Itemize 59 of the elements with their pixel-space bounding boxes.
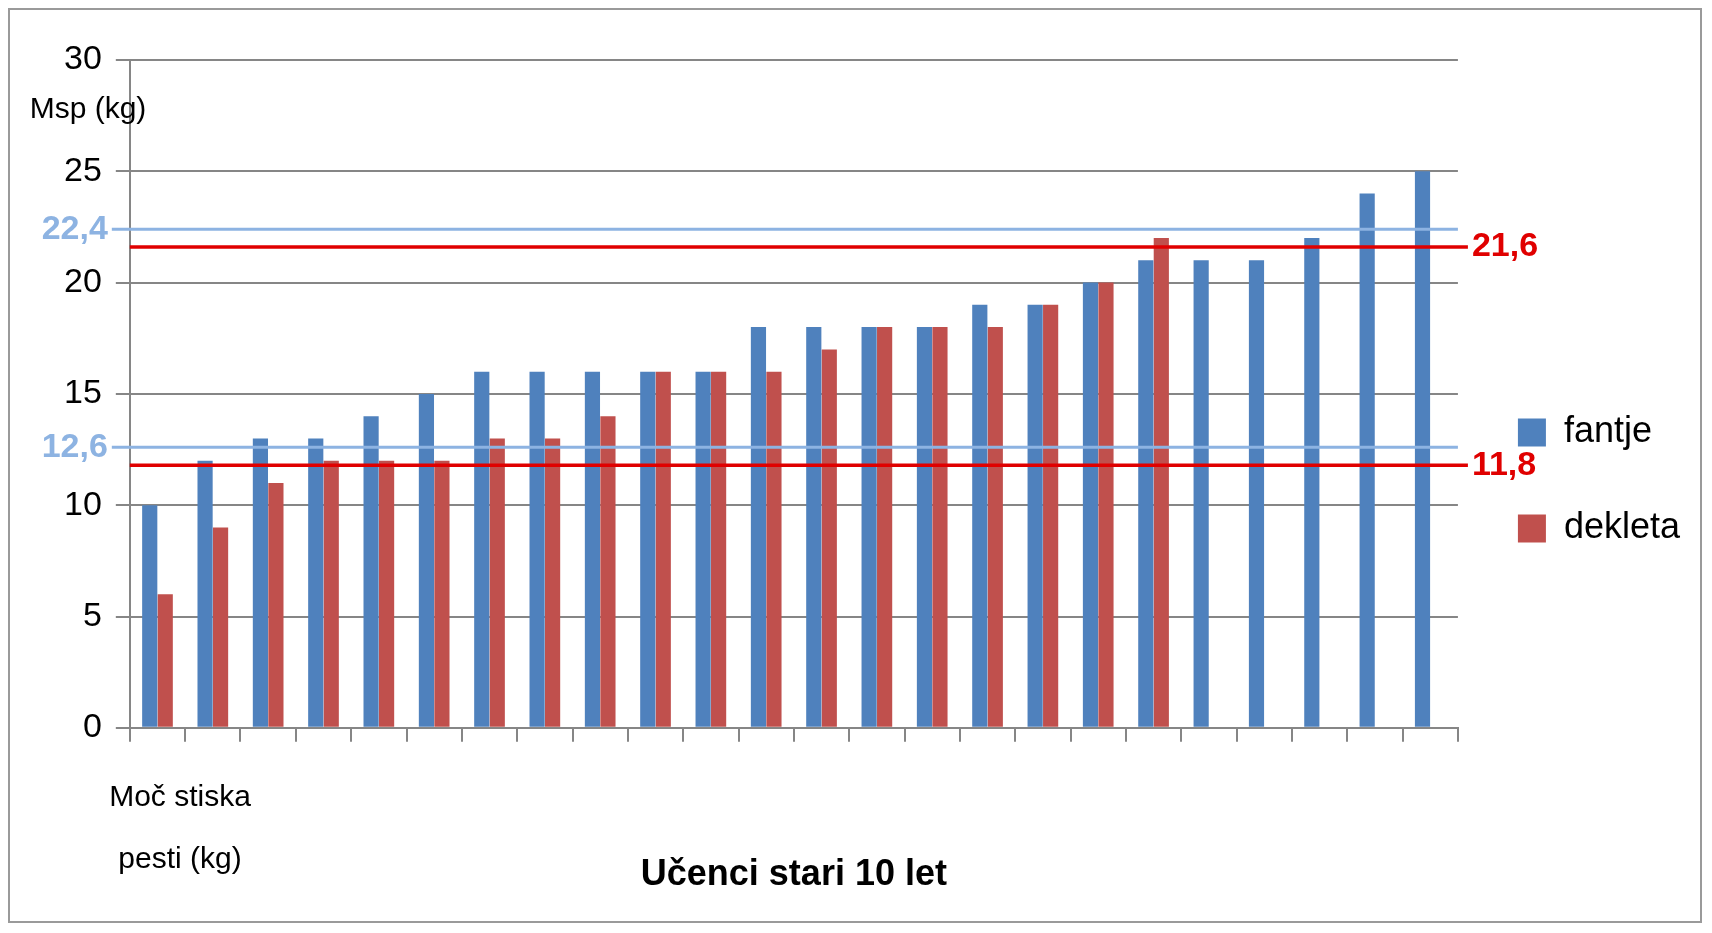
bar — [640, 371, 656, 727]
y-tick-label: 5 — [82, 594, 102, 633]
bar — [806, 327, 822, 727]
bar — [655, 371, 671, 727]
bar — [1043, 304, 1059, 727]
bar — [142, 505, 158, 727]
bar — [268, 482, 284, 727]
bar — [197, 460, 213, 727]
bar — [489, 438, 505, 727]
bar — [1138, 260, 1154, 727]
legend-label: fantje — [1563, 409, 1652, 451]
bar — [545, 438, 561, 727]
x-axis-title: Učenci stari 10 let — [640, 852, 947, 894]
y-tick-label: 20 — [63, 260, 102, 299]
bar — [877, 327, 893, 727]
bar — [695, 371, 711, 727]
bar — [711, 371, 727, 727]
y-tick-label: 0 — [82, 706, 102, 745]
bar — [1193, 260, 1209, 727]
bar — [308, 438, 324, 727]
bar — [750, 327, 767, 727]
bar — [584, 371, 601, 727]
bar — [932, 327, 948, 727]
bar — [821, 349, 837, 727]
bar — [1082, 282, 1099, 727]
bar — [474, 371, 490, 727]
bar — [529, 371, 545, 727]
bar — [378, 460, 395, 727]
y-tick-label: 25 — [63, 149, 102, 188]
bar — [1153, 238, 1169, 727]
bar — [363, 416, 379, 727]
bar — [323, 460, 339, 727]
bar — [987, 327, 1003, 727]
bar — [1304, 238, 1320, 727]
bar — [916, 327, 933, 727]
ref-line-label: 21,6 — [1471, 225, 1539, 264]
bar — [600, 416, 616, 727]
bar — [252, 438, 269, 727]
text: Moč stiska pesti (kg) — [109, 779, 252, 875]
bar — [766, 371, 782, 727]
bar — [157, 594, 173, 727]
bar — [418, 393, 435, 727]
y-tick-label: 15 — [63, 372, 102, 411]
y-tick-label: 10 — [63, 483, 102, 522]
bar — [1098, 282, 1114, 727]
bar — [434, 460, 450, 727]
bar — [1359, 193, 1375, 727]
bar — [1248, 260, 1265, 727]
ref-line-label: 12,6 — [41, 425, 108, 464]
ref-line-label: 22,4 — [41, 207, 108, 246]
bar — [1414, 171, 1431, 727]
bar — [861, 327, 877, 727]
bar — [972, 304, 988, 727]
bar — [1027, 304, 1043, 727]
y-tick-label: 30 — [63, 38, 102, 77]
legend-label: dekleta — [1563, 505, 1681, 547]
ref-line-label: 11,8 — [1471, 443, 1537, 482]
bar — [212, 527, 229, 727]
y-axis-title: Msp (kg) — [29, 91, 147, 125]
